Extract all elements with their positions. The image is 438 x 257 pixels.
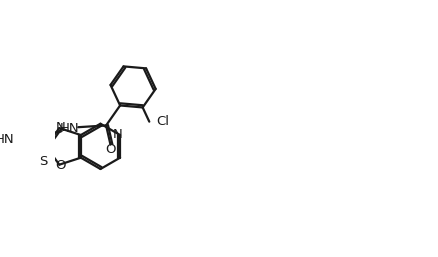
Text: S: S [39,155,47,168]
Text: Cl: Cl [156,115,169,128]
Text: HN: HN [60,122,79,135]
Text: HN: HN [0,133,14,146]
Text: N: N [55,121,65,134]
Text: O: O [55,159,65,172]
Text: O: O [105,143,116,156]
Text: N: N [112,128,122,141]
